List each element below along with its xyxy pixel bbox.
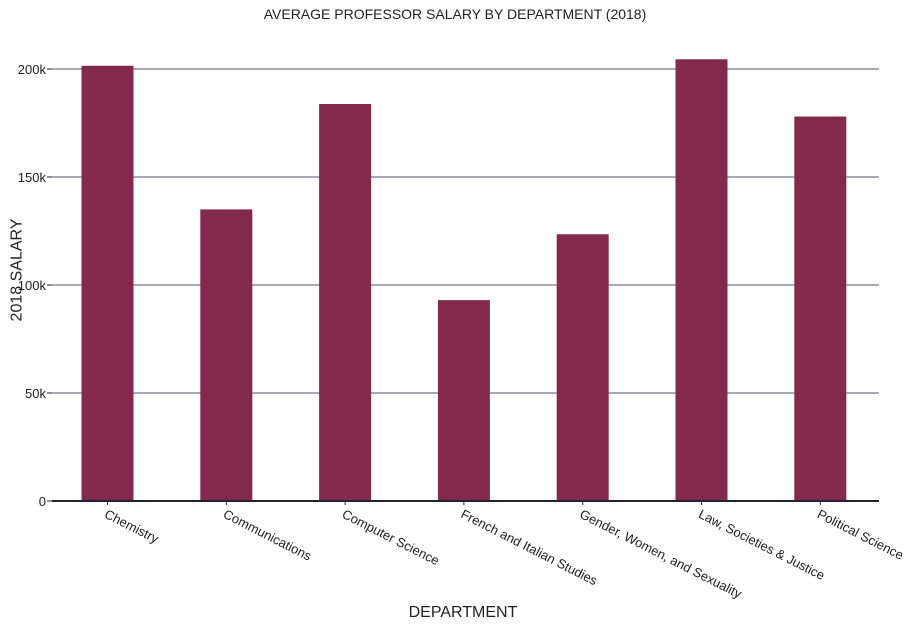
x-axis-ticks: Chemistry Communications Computer Science F… [102, 501, 906, 601]
y-tick-label: 200k [18, 62, 47, 77]
x-category-label: Political Science [815, 506, 906, 562]
x-category-label: Computer Science [340, 506, 442, 568]
y-tick-label: 0 [39, 494, 46, 509]
bar [319, 103, 372, 501]
bar [200, 209, 253, 501]
bar [81, 65, 134, 501]
x-category-label: Law, Societies & Justice [696, 506, 827, 583]
chart-title: AVERAGE PROFESSOR SALARY BY DEPARTMENT (… [264, 6, 647, 22]
y-tick-label: 50k [25, 386, 46, 401]
bar [556, 234, 609, 502]
bar [794, 116, 847, 502]
x-axis-title: DEPARTMENT [409, 604, 518, 621]
x-category-label: Communications [221, 506, 315, 564]
bar [437, 300, 490, 501]
y-axis-title: 2018 SALARY [9, 218, 26, 321]
bars [81, 59, 847, 502]
y-tick-label: 150k [18, 170, 47, 185]
bar [675, 59, 728, 501]
y-tick-label: 100k [18, 278, 47, 293]
x-category-label: Chemistry [102, 506, 161, 546]
y-axis-ticks: 0 50k 100k 150k 200k [18, 62, 52, 509]
